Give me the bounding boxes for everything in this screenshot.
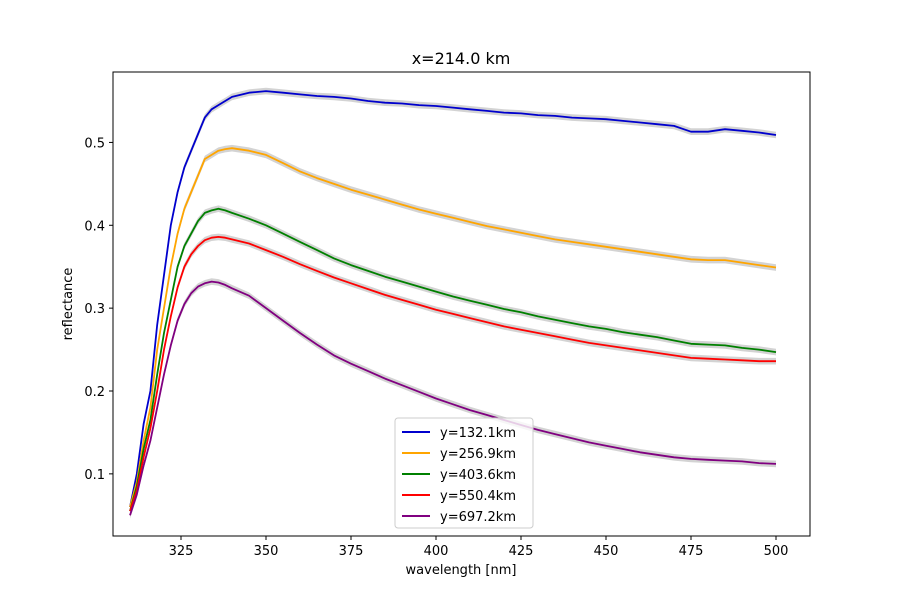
y-axis-ticks: 0.1 0.2 0.3 0.4 0.5 bbox=[84, 136, 113, 483]
legend-frame bbox=[394, 417, 534, 529]
series-line-3 bbox=[129, 207, 777, 512]
y-tick-label: 0.4 bbox=[84, 219, 105, 234]
x-tick-label: 450 bbox=[594, 544, 619, 559]
legend-label: y=132.1km bbox=[440, 426, 516, 441]
series-line-4 bbox=[129, 235, 776, 512]
uncertainty-band-1 bbox=[130, 87, 776, 511]
legend: y=132.1km y=256.9km y=403.6km y=550.4km y=69… bbox=[394, 417, 534, 529]
series-line-2 bbox=[129, 147, 777, 508]
y-tick-label: 0.1 bbox=[84, 468, 105, 483]
y-axis-label: reflectance bbox=[61, 268, 76, 341]
x-tick-label: 475 bbox=[679, 544, 704, 559]
legend-label: y=697.2km bbox=[440, 510, 516, 525]
legend-label: y=403.6km bbox=[440, 468, 516, 483]
series-line-1 bbox=[129, 90, 777, 508]
x-tick-label: 500 bbox=[764, 544, 789, 559]
x-tick-label: 375 bbox=[339, 544, 364, 559]
x-axis-ticks: 325 350 375 400 425 450 475 500 bbox=[169, 536, 789, 559]
chart-title: x=214.0 km bbox=[412, 49, 511, 68]
y-tick-label: 0.3 bbox=[84, 302, 105, 317]
plot-frame bbox=[112, 71, 811, 537]
legend-entries: y=132.1km y=256.9km y=403.6km y=550.4km y=69… bbox=[402, 426, 516, 525]
x-axis-label: wavelength [nm] bbox=[406, 563, 517, 578]
legend-label: y=550.4km bbox=[440, 489, 516, 504]
x-tick-label: 425 bbox=[509, 544, 534, 559]
x-tick-label: 325 bbox=[169, 544, 194, 559]
legend-label: y=256.9km bbox=[440, 447, 516, 462]
x-tick-label: 350 bbox=[254, 544, 279, 559]
y-tick-label: 0.5 bbox=[84, 136, 105, 151]
x-tick-label: 400 bbox=[424, 544, 449, 559]
y-tick-label: 0.2 bbox=[84, 385, 105, 400]
series-line-5 bbox=[129, 280, 777, 516]
series-lines bbox=[129, 90, 777, 516]
